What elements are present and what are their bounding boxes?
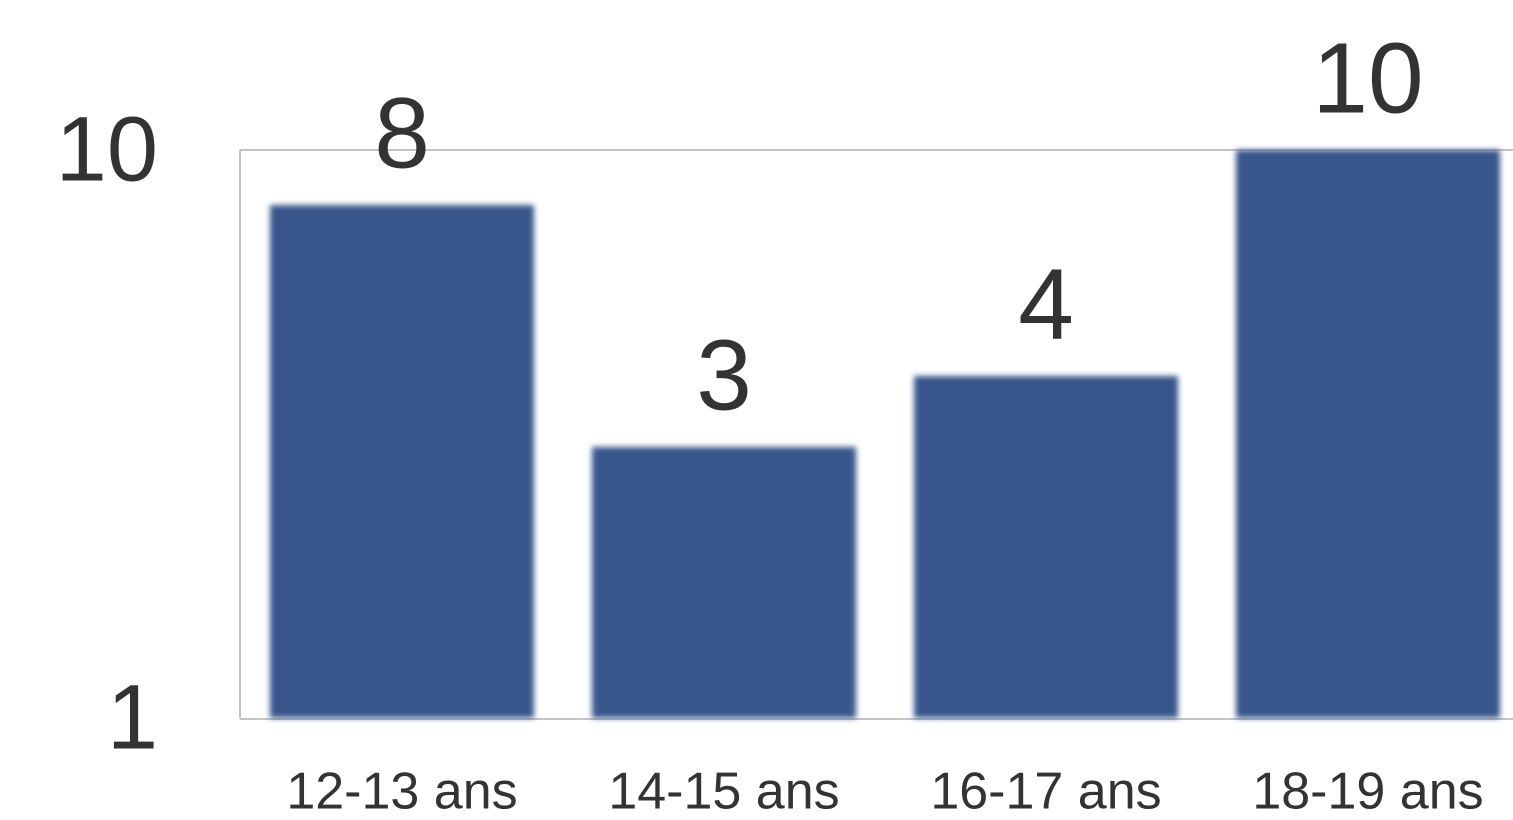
data-label: 8	[374, 77, 430, 189]
data-label: 10	[1312, 22, 1423, 134]
data-label: 3	[696, 319, 752, 431]
bar	[1235, 150, 1501, 718]
bar	[591, 446, 857, 718]
bar	[269, 205, 535, 718]
y-tick-label: 10	[56, 98, 158, 200]
y-tick-label: 1	[107, 666, 158, 768]
x-tick-label: 14-15 ans	[608, 763, 839, 820]
data-label: 4	[1018, 248, 1074, 360]
x-tick-label: 16-17 ans	[930, 763, 1161, 820]
bar	[913, 376, 1179, 718]
x-tick-label: 12-13 ans	[286, 763, 517, 820]
x-tick-label: 18-19 ans	[1252, 763, 1483, 820]
